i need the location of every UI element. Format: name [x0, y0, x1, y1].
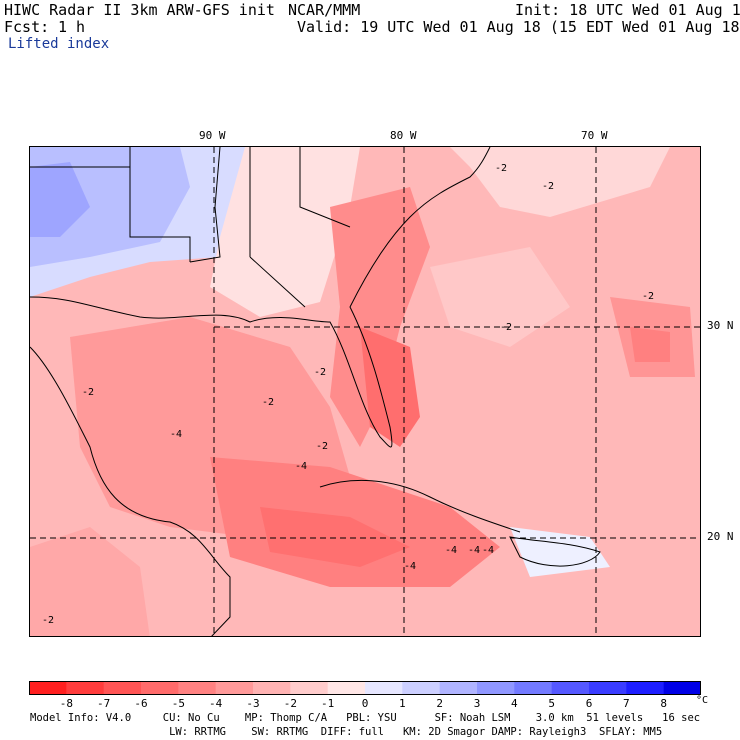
legend-tick-label: -7 [97, 697, 111, 710]
forecast-label: Fcst: [4, 18, 50, 36]
color-swatch [439, 681, 478, 695]
color-swatch [402, 681, 441, 695]
contour-label: -4 [404, 561, 416, 572]
legend-tick-label: -5 [171, 697, 185, 710]
strong-instability [630, 327, 670, 362]
legend-tick-label: -3 [246, 697, 260, 710]
island-outline [509, 536, 601, 567]
longitude-label: 90 W [199, 129, 226, 142]
contour-label: -2 [542, 181, 554, 192]
valid-time: Valid: 19 UTC Wed 01 Aug 18 (15 EDT Wed … [297, 18, 740, 36]
longitude-label: 80 W [390, 129, 417, 142]
coastline [30, 346, 231, 636]
color-swatch [365, 681, 403, 695]
contour-label: -4 [170, 429, 182, 440]
longitude-label: 70 W [581, 129, 608, 142]
forecast-hour: 1 h [58, 18, 86, 36]
legend-tick-label: 8 [660, 697, 667, 710]
color-swatch [103, 681, 142, 695]
latitude-label: 20 N [707, 530, 734, 543]
state-border [299, 147, 351, 228]
stable-region-core [30, 162, 90, 237]
contour-label: -2 [642, 291, 654, 302]
color-swatch [178, 681, 217, 695]
model-info-line-2: LW: RRTMG SW: RRTMG DIFF: full KM: 2D Sm… [30, 726, 663, 738]
latitude-label: 30 N [707, 319, 734, 332]
color-swatch [514, 681, 553, 695]
legend-tick-label: -1 [321, 697, 335, 710]
contour-label: -2 [495, 163, 507, 174]
land-region [210, 147, 360, 317]
color-swatch [253, 681, 291, 695]
contour-label: -4 [295, 461, 307, 472]
contour-label: -4 [445, 545, 457, 556]
stable-region [510, 527, 610, 577]
lifted-index-map: -2 -2 -2 -2 -2 -2 -2 -2 -4 -4 -4 -4 -4 -… [29, 146, 701, 637]
color-swatch [215, 681, 254, 695]
contour-label: -2 [316, 441, 328, 452]
legend-tick-label: 1 [399, 697, 406, 710]
strong-instability [360, 327, 420, 447]
color-swatch [29, 681, 67, 695]
contour-label: -2 [500, 322, 512, 333]
color-bar-frame [29, 681, 701, 695]
contour-label: -2 [314, 367, 326, 378]
legend-tick-label: -6 [134, 697, 148, 710]
weak-instability [430, 247, 570, 347]
ocean-region [450, 147, 670, 217]
legend-tick-label: 0 [361, 697, 369, 710]
color-scale-bar [29, 681, 701, 695]
model-info-line-1: Model Info: V4.0 CU: No Cu MP: Thomp C/A… [30, 712, 701, 724]
island-outline [319, 480, 521, 533]
color-swatch [327, 681, 366, 695]
legend-tick-label: 6 [585, 697, 593, 710]
source-label: NCAR/MMM [288, 1, 361, 19]
color-swatch [66, 681, 105, 695]
contour-label: -2 [262, 397, 274, 408]
color-swatch [477, 681, 515, 695]
strong-instability [260, 507, 410, 567]
legend-tick-label: -2 [283, 697, 297, 710]
unstable-region [30, 527, 150, 636]
state-border [129, 167, 191, 262]
legend-tick-label: -4 [209, 697, 223, 710]
legend-tick-label: 5 [548, 697, 555, 710]
legend-tick-label: 4 [511, 697, 518, 710]
color-swatch [551, 681, 590, 695]
contour-label: -4 [468, 545, 480, 556]
legend-unit: °C [696, 695, 709, 706]
coastline [30, 147, 491, 448]
state-border [189, 147, 221, 263]
legend-tick-label: 3 [473, 697, 481, 710]
color-swatch [290, 681, 329, 695]
color-swatch [626, 681, 665, 695]
color-swatch [589, 681, 627, 695]
color-swatch [141, 681, 179, 695]
map-canvas: -2 -2 -2 -2 -2 -2 -2 -2 -4 -4 -4 -4 -4 -… [30, 147, 700, 636]
legend-tick-label: 7 [623, 697, 630, 710]
state-border [249, 256, 306, 308]
legend-tick-label: 2 [436, 697, 443, 710]
contour-label: -4 [482, 545, 494, 556]
contour-label: -2 [42, 615, 54, 626]
map-title: HIWC Radar II 3km ARW-GFS init [4, 1, 275, 19]
init-time: Init: 18 UTC Wed 01 Aug 18 [515, 1, 740, 19]
color-swatch [663, 681, 701, 695]
field-name: Lifted index [8, 36, 110, 52]
legend-tick-label: -8 [59, 697, 73, 710]
contour-label: -2 [82, 387, 94, 398]
